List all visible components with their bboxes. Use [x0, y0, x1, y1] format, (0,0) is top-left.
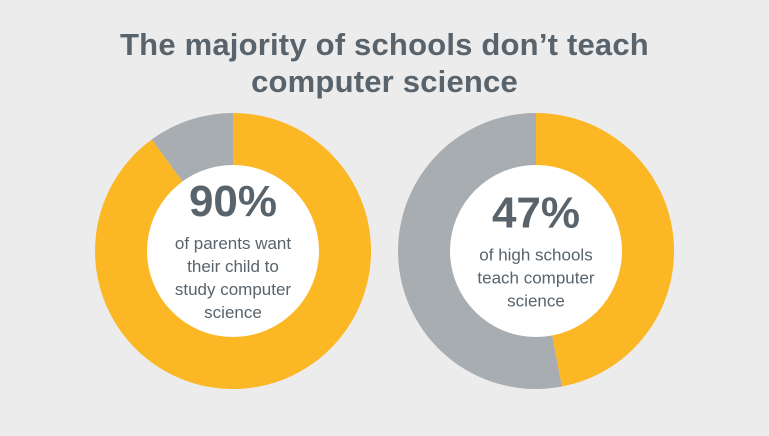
description-line-2: teach computer	[477, 268, 595, 288]
donut-svg-parents	[95, 113, 371, 389]
percent-label-parents: 90%	[188, 177, 278, 226]
title-line-1: The majority of schools don’t teach	[120, 27, 649, 62]
donut-center-parents: 90% of parents want their child to study…	[148, 178, 318, 324]
description-line-4: science	[204, 303, 262, 322]
description-line-1: of parents want	[174, 234, 292, 253]
donut-center-high-schools: 47% of high schools teach computer scien…	[451, 188, 621, 313]
title-line-2: computer science	[251, 64, 518, 99]
donut-chart-parents: 90% of parents want their child to study…	[95, 113, 371, 389]
description-line-3: science	[507, 291, 565, 311]
donut-hole	[147, 165, 319, 337]
donut-hole	[450, 165, 622, 337]
description-line-1: of high schools	[479, 245, 593, 265]
description-parents: of parents want their child to study com…	[148, 232, 318, 324]
percent-label-high-schools: 47%	[491, 188, 581, 238]
infographic-title: The majority of schools don’t teach comp…	[0, 26, 769, 100]
description-high-schools: of high schools teach computer science	[451, 244, 621, 313]
description-line-3: study computer	[174, 280, 292, 299]
donut-svg-high-schools	[398, 113, 674, 389]
description-line-2: their child to	[187, 257, 279, 276]
donut-chart-high-schools: 47% of high schools teach computer scien…	[398, 113, 674, 389]
